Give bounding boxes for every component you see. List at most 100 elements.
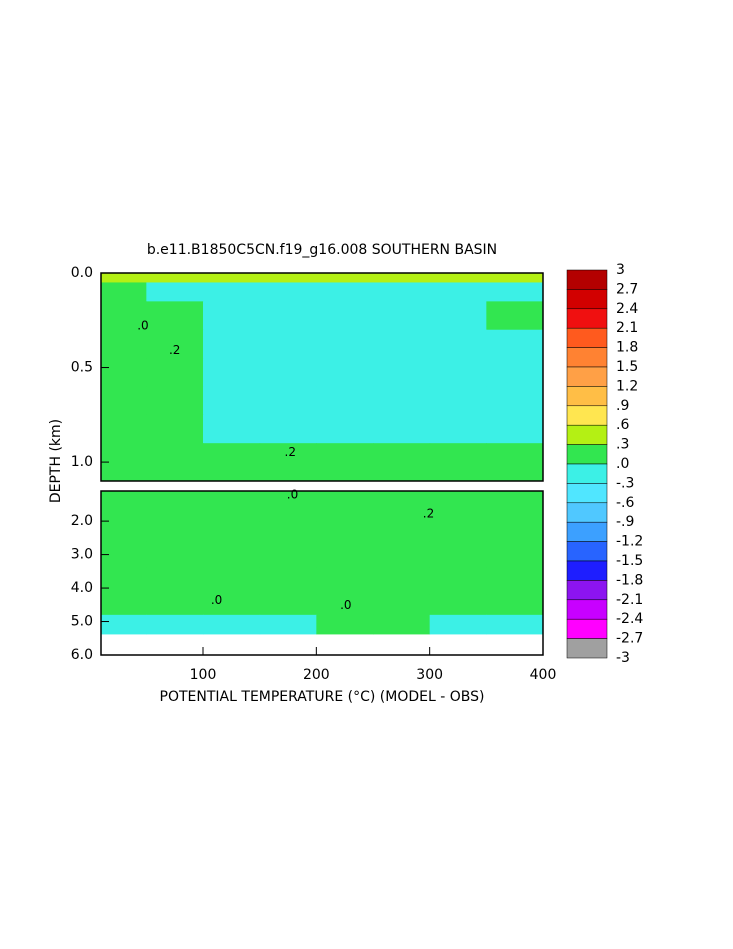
- contour-cell: [146, 329, 204, 359]
- y-tick-label: 1.0: [71, 454, 93, 470]
- contour-cell: [146, 273, 204, 283]
- contour-cell: [259, 386, 317, 416]
- contour-cell: [429, 358, 487, 387]
- contour-cell: [101, 282, 147, 302]
- colorbar-label: .9: [616, 398, 629, 414]
- contour-cell: [316, 358, 374, 387]
- colorbar-label: 1.5: [616, 359, 638, 375]
- contour-cell: [373, 282, 431, 302]
- colorbar-box: [566, 405, 608, 426]
- contour-cell: [101, 386, 147, 416]
- y-tick-label: 4.0: [71, 580, 93, 596]
- colorbar-label: -1.5: [616, 553, 643, 569]
- contour-cell: [203, 443, 261, 482]
- x-tick-label: 300: [416, 667, 443, 683]
- contour-cell: [101, 414, 147, 444]
- chart-title: b.e11.B1850C5CN.f19_g16.008 SOUTHERN BAS…: [147, 242, 497, 258]
- contour-cell: [373, 414, 431, 444]
- contour-cell: [373, 301, 431, 331]
- contour-cell: [429, 594, 487, 616]
- contour-cell: [486, 386, 544, 416]
- contour-label: .0: [287, 488, 298, 502]
- colorbar-label: .3: [616, 437, 629, 453]
- contour-cell: [101, 329, 147, 359]
- contour-cell: [259, 614, 317, 635]
- y-tick-label: 3.0: [71, 547, 93, 563]
- contour-cell: [373, 386, 431, 416]
- colorbar-label: -.3: [616, 475, 634, 491]
- contour-cell: [429, 491, 487, 522]
- contour-cell: [203, 273, 261, 283]
- colorbar-box: [566, 560, 608, 581]
- contour-label: .0: [137, 318, 148, 332]
- contour-cell: [316, 614, 374, 635]
- contour-cell: [373, 567, 431, 596]
- contour-cell: [203, 386, 261, 416]
- colorbar-box: [566, 580, 608, 601]
- y-tick-label: 5.0: [71, 614, 93, 630]
- contour-cell: [203, 594, 261, 616]
- contour-cell: [316, 521, 374, 542]
- contour-cell: [316, 491, 374, 522]
- x-tick-label: 200: [303, 667, 330, 683]
- colorbar-label: -2.7: [616, 631, 643, 647]
- contour-cell: [316, 541, 374, 569]
- contour-cell: [429, 443, 487, 482]
- contour-cell: [486, 491, 544, 522]
- contour-cell: [429, 521, 487, 542]
- contour-cell: [146, 567, 204, 596]
- contour-cell: [486, 594, 544, 616]
- contour-cell: [203, 282, 261, 302]
- contour-cell: [316, 414, 374, 444]
- contour-cell: [146, 614, 204, 635]
- contour-cell: [373, 491, 431, 522]
- contour-cell: [373, 614, 431, 635]
- contour-cell: [146, 443, 204, 482]
- contour-cell: [259, 414, 317, 444]
- colorbar-label: .6: [616, 417, 629, 433]
- colorbar-label: 2.4: [616, 301, 638, 317]
- y-tick-label: 6.0: [71, 647, 93, 663]
- y-tick-label: 0.5: [71, 360, 93, 376]
- contour-cell: [373, 521, 431, 542]
- contour-cell: [146, 282, 204, 302]
- contour-label: .2: [169, 343, 180, 357]
- colorbar-box: [566, 541, 608, 562]
- contour-cell: [203, 614, 261, 635]
- x-axis-label: POTENTIAL TEMPERATURE (°C) (MODEL - OBS): [160, 689, 485, 705]
- contour-cell: [486, 614, 544, 635]
- contour-cell: [429, 282, 487, 302]
- colorbar-label: -1.8: [616, 572, 643, 588]
- contour-cell: [486, 273, 544, 283]
- contour-cell: [316, 386, 374, 416]
- contour-cell: [429, 614, 487, 635]
- x-tick-label: 100: [190, 667, 217, 683]
- contour-cell: [203, 541, 261, 569]
- contour-cell: [101, 273, 147, 283]
- contour-cell: [316, 594, 374, 616]
- colorbar-box: [566, 366, 608, 387]
- contour-cell: [486, 443, 544, 482]
- colorbar-label: .0: [616, 456, 629, 472]
- colorbar-label: -1.2: [616, 534, 643, 550]
- contour-cell: [203, 329, 261, 359]
- plot-frame: [100, 272, 544, 482]
- colorbar-box: [566, 599, 608, 620]
- contour-cell: [259, 491, 317, 522]
- contour-cell: [101, 594, 147, 616]
- contour-cell: [429, 567, 487, 596]
- colorbar-box: [566, 347, 608, 368]
- x-tick-label: 400: [530, 667, 557, 683]
- colorbar-box: [566, 638, 608, 659]
- contour-cell: [316, 329, 374, 359]
- contour-cell: [146, 541, 204, 569]
- colorbar-box: [566, 424, 608, 445]
- contour-cell: [429, 541, 487, 569]
- contour-cell: [101, 491, 147, 522]
- contour-cell: [316, 443, 374, 482]
- contour-cell: [486, 329, 544, 359]
- contour-cell: [101, 521, 147, 542]
- contour-cell: [259, 521, 317, 542]
- colorbar-label: -3: [616, 650, 630, 666]
